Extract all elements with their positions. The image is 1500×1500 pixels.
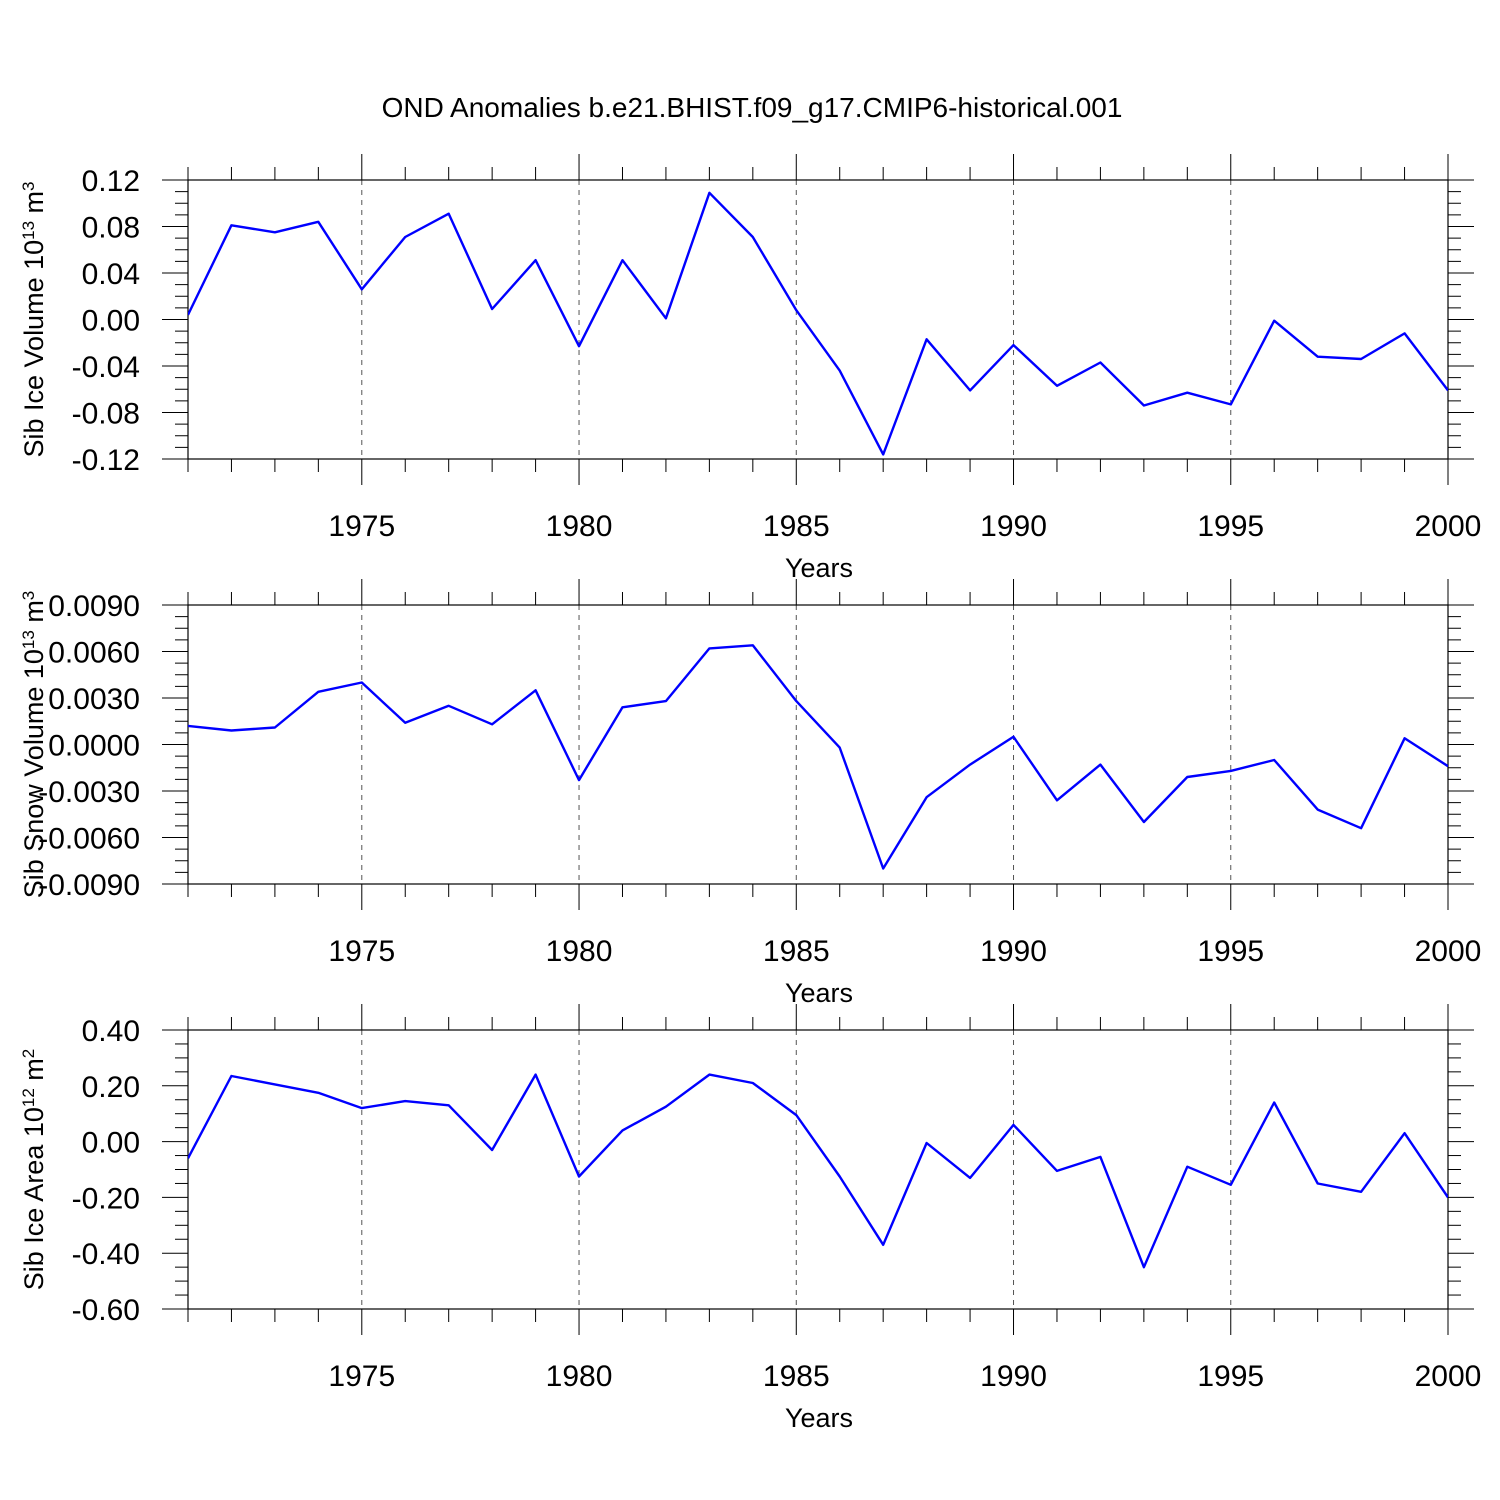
y-tick-label: 0.04 bbox=[82, 258, 140, 291]
x-tick-label: 2000 bbox=[1415, 935, 1482, 968]
x-tick-label: 1985 bbox=[763, 510, 830, 543]
x-tick-label: 1985 bbox=[763, 935, 830, 968]
series-line-1 bbox=[188, 191, 1448, 456]
y-tick-label: -0.20 bbox=[72, 1182, 140, 1215]
panels-group: 0.12 0.08 0.04 0.00 -0.04 -0.08 -0.12 1975 1980 1… bbox=[19, 154, 1482, 1433]
chart-panel-1: 0.12 0.08 0.04 0.00 -0.04 -0.08 -0.12 1975 1980 1… bbox=[19, 154, 1482, 583]
x-axis-label: Years bbox=[785, 553, 853, 583]
x-axis-label: Years bbox=[785, 978, 853, 1008]
x-tick-label: 1975 bbox=[328, 1360, 395, 1393]
series-line-1 bbox=[188, 644, 1448, 870]
y-tick-label: 0.40 bbox=[82, 1015, 140, 1048]
x-axis-label: Years bbox=[785, 1403, 853, 1433]
x-tick-label: 1990 bbox=[980, 935, 1047, 968]
y-tick-label: -0.12 bbox=[72, 444, 140, 477]
x-tick-label: 1995 bbox=[1197, 1360, 1264, 1393]
y-tick-label: 0.0090 bbox=[48, 590, 140, 623]
y-tick-label: 0.0000 bbox=[48, 730, 140, 763]
y-tick-label: 0.00 bbox=[82, 1127, 140, 1160]
y-tick-label: -0.04 bbox=[72, 351, 140, 384]
y-tick-label: 0.08 bbox=[82, 212, 140, 245]
x-tick-label: 1980 bbox=[546, 510, 613, 543]
y-tick-label: 0.20 bbox=[82, 1071, 140, 1104]
y-axis-label: Sib Snow Volume 1013 m3 bbox=[19, 591, 50, 899]
x-tick-label: 1975 bbox=[328, 510, 395, 543]
series-line-1 bbox=[188, 1073, 1448, 1269]
y-tick-label: -0.0030 bbox=[38, 776, 140, 809]
y-tick-label: -0.60 bbox=[72, 1294, 140, 1327]
y-axis-label: Sib Ice Area 1012 m2 bbox=[19, 1049, 50, 1291]
chart-panel-3: 0.40 0.20 0.00 -0.20 -0.40 -0.60 1975 1980 1985 1… bbox=[19, 1004, 1482, 1433]
y-tick-label: -0.0060 bbox=[38, 823, 140, 856]
y-tick-label: 0.0030 bbox=[48, 683, 140, 716]
x-tick-label: 1975 bbox=[328, 935, 395, 968]
x-tick-label: 1985 bbox=[763, 1360, 830, 1393]
x-tick-label: 2000 bbox=[1415, 1360, 1482, 1393]
y-tick-label: 0.0060 bbox=[48, 637, 140, 670]
x-tick-label: 1980 bbox=[546, 935, 613, 968]
figure-title: OND Anomalies b.e21.BHIST.f09_g17.CMIP6-… bbox=[382, 92, 1123, 123]
x-tick-label: 1990 bbox=[980, 1360, 1047, 1393]
y-tick-label: 0.12 bbox=[82, 165, 140, 198]
y-tick-label: -0.40 bbox=[72, 1238, 140, 1271]
chart-panel-2: 0.0090 0.0060 0.0030 0.0000 -0.0030 -0.0060 -0… bbox=[19, 579, 1482, 1008]
x-tick-label: 1995 bbox=[1197, 935, 1264, 968]
y-tick-label: -0.08 bbox=[72, 398, 140, 431]
x-tick-label: 1995 bbox=[1197, 510, 1264, 543]
y-tick-label: -0.0090 bbox=[38, 869, 140, 902]
x-tick-label: 2000 bbox=[1415, 510, 1482, 543]
x-tick-label: 1990 bbox=[980, 510, 1047, 543]
y-tick-label: 0.00 bbox=[82, 305, 140, 338]
y-axis-label: Sib Ice Volume 1013 m3 bbox=[19, 181, 50, 457]
x-tick-label: 1980 bbox=[546, 1360, 613, 1393]
